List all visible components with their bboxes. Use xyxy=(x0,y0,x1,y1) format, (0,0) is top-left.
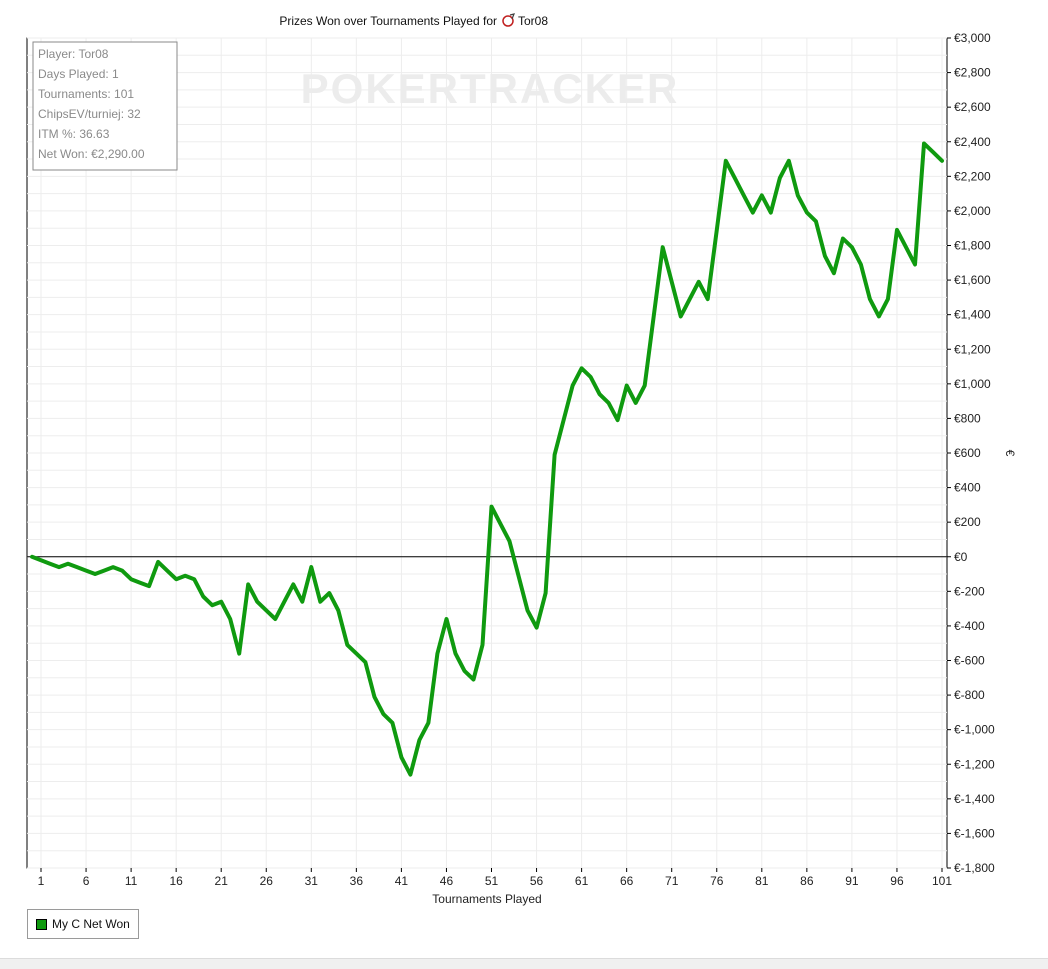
x-tick-label: 66 xyxy=(620,874,634,888)
x-tick-label: 26 xyxy=(260,874,274,888)
x-tick-label: 36 xyxy=(350,874,364,888)
y-tick-label: €-200 xyxy=(954,584,985,598)
x-tick-label: 46 xyxy=(440,874,454,888)
y-tick-label: €1,200 xyxy=(954,342,991,356)
x-tick-label: 16 xyxy=(169,874,183,888)
info-net-won: Net Won: €2,290.00 xyxy=(38,147,145,161)
x-tick-label: 1 xyxy=(38,874,45,888)
y-tick-label: €-600 xyxy=(954,654,985,668)
y-tick-label: €-400 xyxy=(954,619,985,633)
x-tick-label: 56 xyxy=(530,874,544,888)
chart-title-player: Tor08 xyxy=(518,14,548,28)
x-axis-ticks: 1 6 11 16 21 26 31 36 41 46 51 56 61 66 71 76 81 86 91 96 10… xyxy=(38,868,952,888)
x-tick-label: 71 xyxy=(665,874,679,888)
y-tick-label: €1,600 xyxy=(954,273,991,287)
chart-title: Prizes Won over Tournaments Played for xyxy=(279,14,497,28)
series-line-my-c-net-won xyxy=(30,141,944,777)
y-axis-label: € xyxy=(1003,450,1017,457)
watermark-logo: POKERTRACKER xyxy=(301,65,680,112)
y-tick-label: €-1,600 xyxy=(954,826,995,840)
legend-swatch xyxy=(36,918,47,930)
series-group xyxy=(30,141,944,777)
y-tick-label: €1,000 xyxy=(954,377,991,391)
x-tick-label: 101 xyxy=(932,874,952,888)
player-icon xyxy=(502,13,515,27)
y-tick-label: €1,800 xyxy=(954,239,991,253)
y-tick-label: €600 xyxy=(954,446,981,460)
info-itm: ITM %: 36.63 xyxy=(38,127,110,141)
y-tick-label: €-1,000 xyxy=(954,723,995,737)
y-tick-label: €1,400 xyxy=(954,308,991,322)
y-tick-label: €-1,800 xyxy=(954,861,995,875)
y-tick-label: €-1,200 xyxy=(954,757,995,771)
info-days-played: Days Played: 1 xyxy=(38,67,119,81)
x-tick-label: 61 xyxy=(575,874,589,888)
legend: My C Net Won xyxy=(27,909,139,939)
y-tick-label: €2,200 xyxy=(954,169,991,183)
x-tick-label: 86 xyxy=(800,874,814,888)
x-tick-label: 51 xyxy=(485,874,499,888)
info-tournaments: Tournaments: 101 xyxy=(38,87,134,101)
y-tick-label: €2,800 xyxy=(954,66,991,80)
x-tick-label: 96 xyxy=(890,874,904,888)
y-tick-label: €400 xyxy=(954,481,981,495)
info-player: Player: Tor08 xyxy=(38,47,109,61)
y-tick-label: €2,600 xyxy=(954,100,991,114)
y-tick-label: €-800 xyxy=(954,688,985,702)
y-tick-label: €200 xyxy=(954,515,981,529)
y-tick-label: €-1,400 xyxy=(954,792,995,806)
y-tick-label: €0 xyxy=(954,550,968,564)
x-tick-label: 6 xyxy=(83,874,90,888)
y-axis-ticks: €3,000 €2,800 €2,600 €2,400 €2,200 €2,000 €1,8… xyxy=(947,31,995,875)
y-tick-label: €800 xyxy=(954,411,981,425)
legend-label: My C Net Won xyxy=(52,917,130,931)
x-tick-label: 81 xyxy=(755,874,769,888)
x-tick-label: 76 xyxy=(710,874,724,888)
x-tick-label: 21 xyxy=(215,874,229,888)
x-axis-label: Tournaments Played xyxy=(432,892,541,906)
bottom-bar xyxy=(0,958,1048,969)
info-box: Player: Tor08 Days Played: 1 Tournaments… xyxy=(32,41,178,171)
x-tick-label: 41 xyxy=(395,874,409,888)
info-chips-ev: ChipsEV/turniej: 32 xyxy=(38,107,141,121)
y-tick-label: €2,000 xyxy=(954,204,991,218)
x-tick-label: 31 xyxy=(305,874,319,888)
x-tick-label: 11 xyxy=(125,874,138,888)
x-tick-label: 91 xyxy=(845,874,859,888)
y-tick-label: €2,400 xyxy=(954,135,991,149)
y-tick-label: €3,000 xyxy=(954,31,991,45)
